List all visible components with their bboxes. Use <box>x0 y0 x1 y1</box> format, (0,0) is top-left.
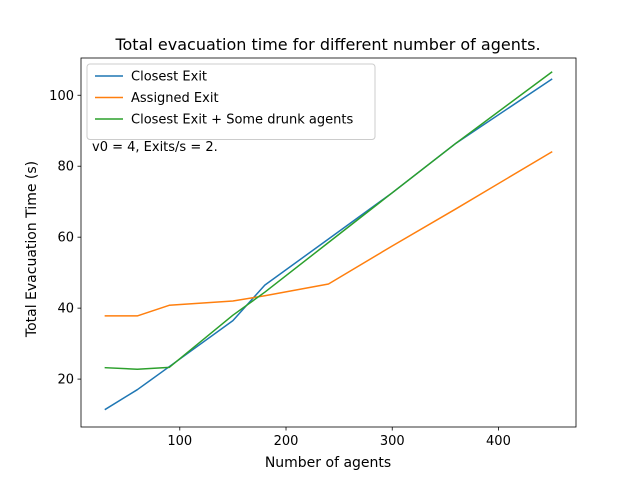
y-tick-label-1: 40 <box>57 302 74 317</box>
series-line-1 <box>104 150 553 317</box>
series-line-2 <box>104 71 553 370</box>
y-tick-label-4: 100 <box>49 89 74 104</box>
axes-frame <box>80 57 577 428</box>
y-axis-label: Total Evacuation Time (s) <box>24 161 40 338</box>
legend: Closest Exit Assigned Exit Closest Exit + … <box>86 63 376 140</box>
x-tick-label-3: 400 <box>486 434 511 449</box>
x-tick-label-2: 300 <box>380 434 405 449</box>
chart-title: Total evacuation time for different numb… <box>114 35 540 54</box>
x-axis: 100 200 300 400 <box>167 427 511 449</box>
plot-area <box>80 57 577 428</box>
legend-label-0: Closest Exit <box>131 70 207 85</box>
y-tick-label-0: 20 <box>57 373 74 388</box>
legend-box <box>86 63 376 140</box>
y-tick-label-2: 60 <box>57 231 74 246</box>
x-tick-label-1: 200 <box>274 434 299 449</box>
y-tick-label-3: 80 <box>57 160 74 175</box>
chart-annotation: v0 = 4, Exits/s = 2. <box>92 140 218 155</box>
legend-label-1: Assigned Exit <box>131 91 219 106</box>
x-axis-label: Number of agents <box>265 455 391 471</box>
legend-label-2: Closest Exit + Some drunk agents <box>131 113 353 128</box>
y-axis: 20 40 60 80 100 <box>49 89 81 388</box>
x-tick-label-0: 100 <box>167 434 192 449</box>
